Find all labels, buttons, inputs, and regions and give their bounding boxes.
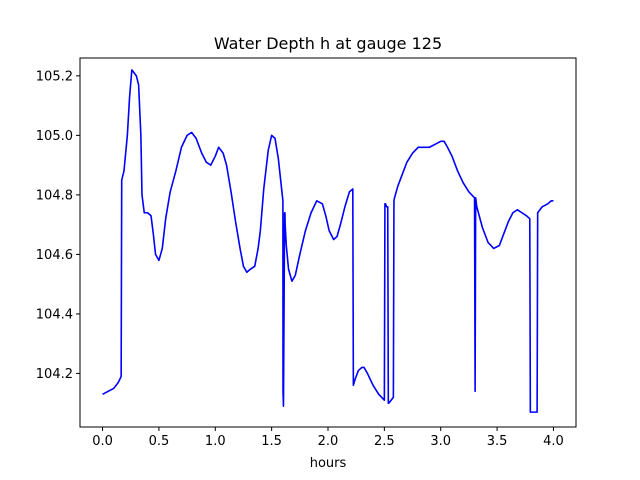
y-tick-label: 105.0	[36, 129, 73, 144]
x-tick-label: 1.5	[261, 434, 282, 449]
y-tick-label: 104.2	[36, 367, 73, 382]
x-tick-label: 2.0	[318, 434, 339, 449]
series-layer	[102, 69, 554, 413]
series-line-0	[102, 69, 554, 413]
x-tick-label: 2.5	[374, 434, 395, 449]
x-axis: 0.0 0.5 1.0 1.5 2.0 2.5 3.0 3.5 4.0	[92, 427, 564, 449]
x-tick-label: 0.0	[92, 434, 113, 449]
y-tick-label: 104.4	[36, 307, 73, 322]
x-tick-label: 3.5	[487, 434, 508, 449]
y-tick-label: 105.2	[36, 69, 73, 84]
x-axis-label: hours	[310, 456, 347, 471]
chart-title: Water Depth h at gauge 125	[214, 34, 442, 53]
y-tick-label: 104.8	[36, 188, 73, 203]
y-tick-label: 104.6	[36, 248, 73, 263]
x-tick-label: 4.0	[543, 434, 564, 449]
x-tick-label: 1.0	[205, 434, 226, 449]
x-tick-label: 3.0	[430, 434, 451, 449]
x-tick-label: 0.5	[149, 434, 170, 449]
y-axis: 104.2 104.4 104.6 104.8 105.0 105.2	[36, 69, 80, 382]
